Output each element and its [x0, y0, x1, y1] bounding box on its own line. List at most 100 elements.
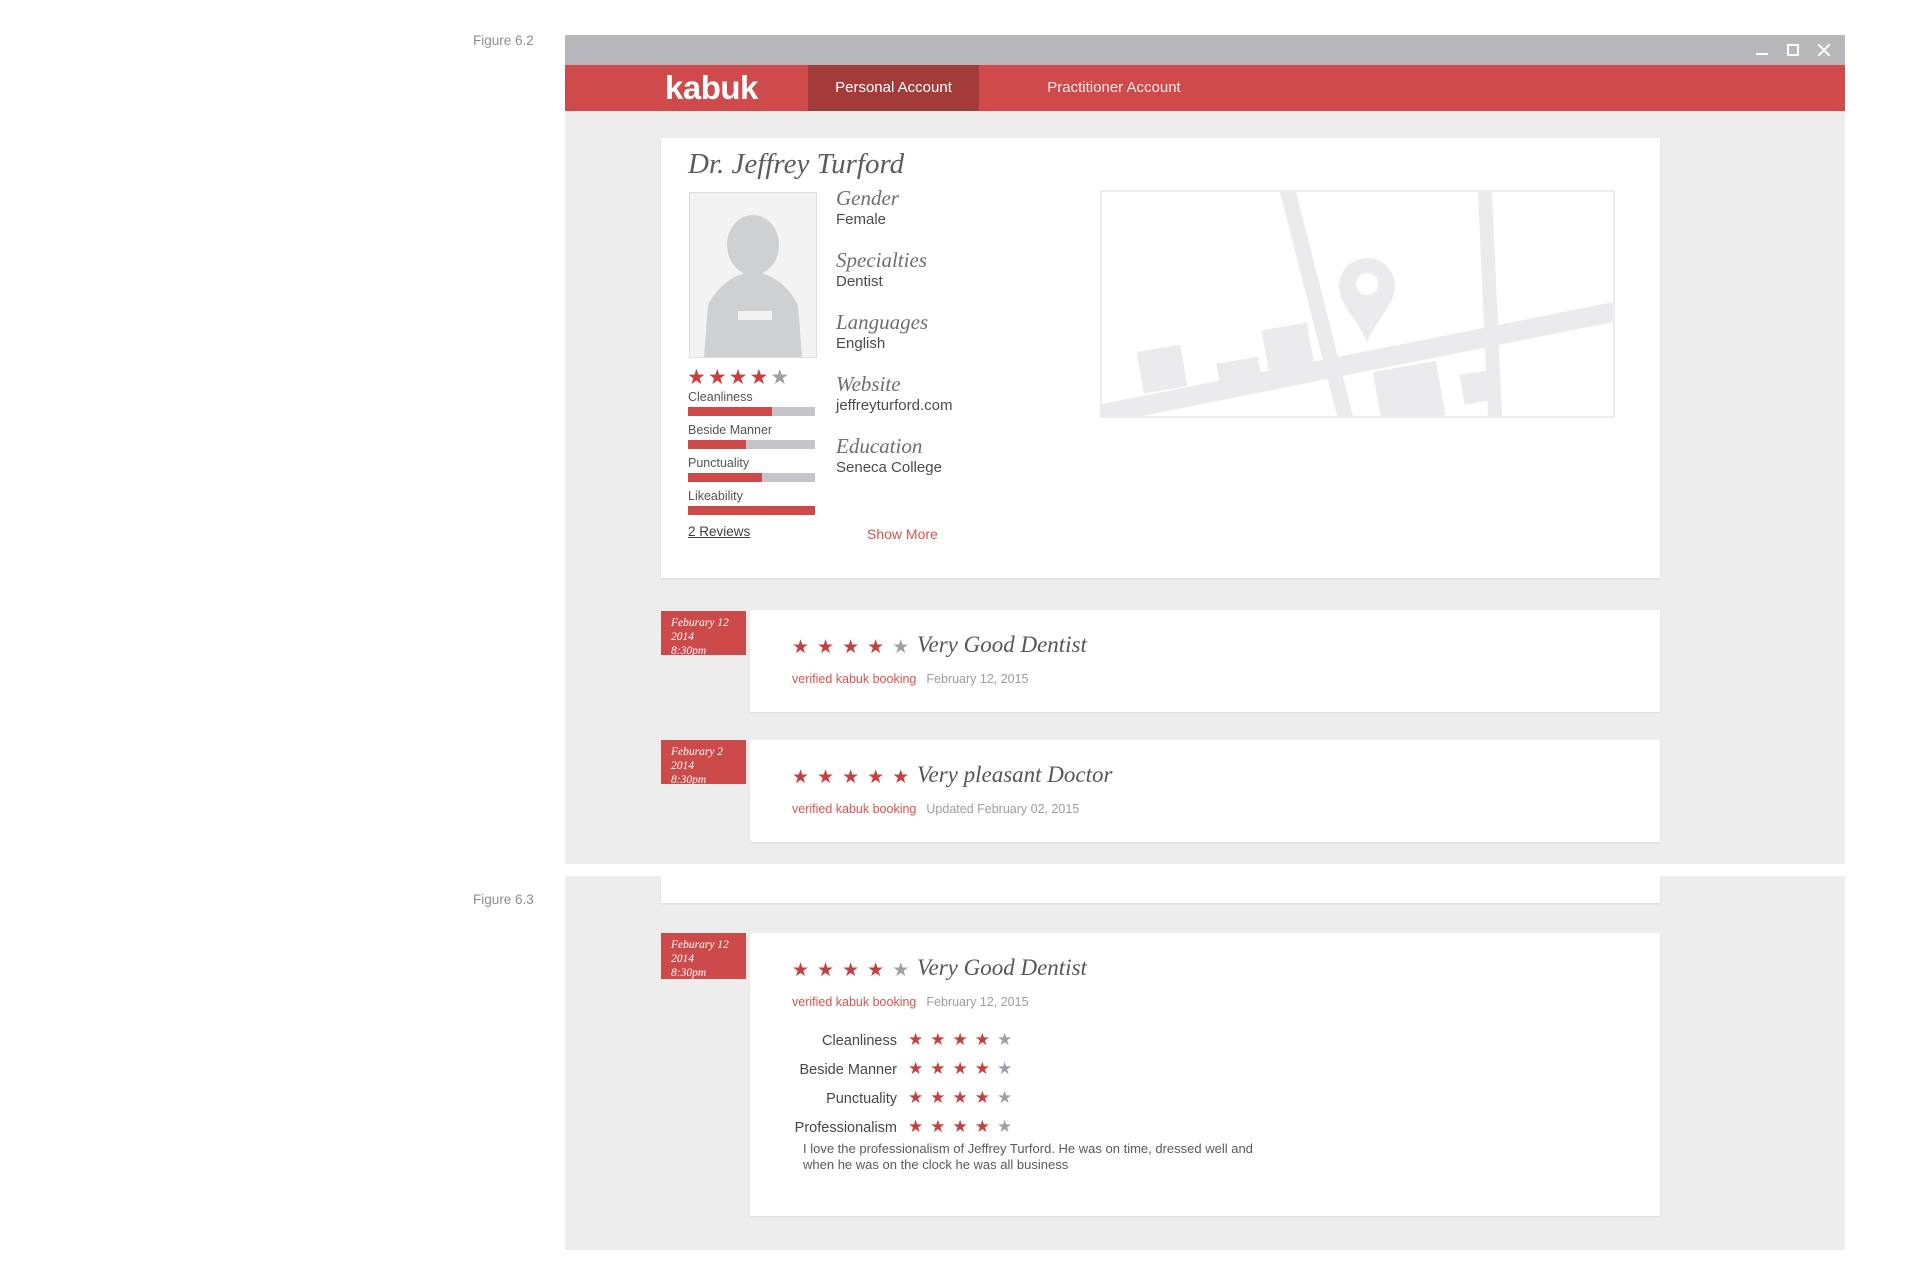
maximize-icon[interactable]	[1786, 43, 1800, 57]
star-filled-icon: ★	[867, 766, 893, 788]
overall-rating-stars: ★★★★★	[687, 365, 791, 389]
badge-line: 8:30pm	[671, 967, 707, 979]
rating-bar-row: Punctuality	[688, 456, 816, 489]
profile-card: Dr. Jeffrey Turford ★★★★★ Cleanliness Bes…	[661, 138, 1660, 578]
review-date: February 12, 2015	[926, 995, 1029, 1009]
window-controls	[1755, 35, 1831, 65]
star-empty-icon: ★	[770, 365, 792, 389]
badge-line: 2014	[671, 953, 694, 965]
rating-bars: Cleanliness Beside Manner Punctuality Likea…	[688, 390, 816, 522]
star-filled-icon: ★	[952, 1030, 975, 1050]
profile-details: Gender Female Specialties Dentist Languages E…	[836, 186, 1086, 496]
reviews-count-link[interactable]: 2 Reviews	[688, 524, 751, 539]
subratings: Cleanliness ★★★★★ Beside Manner ★★★★★ Punctu…	[750, 1026, 1660, 1142]
scrolled-card-sliver	[661, 876, 1660, 903]
show-more-link[interactable]: Show More	[867, 526, 938, 542]
star-filled-icon: ★	[930, 1117, 953, 1137]
review-stars: ★★★★★	[792, 636, 917, 658]
verified-booking-label: verified kabuk booking	[792, 995, 917, 1009]
rating-bar-label: Punctuality	[688, 456, 750, 470]
detail-label: Website	[836, 372, 901, 396]
star-filled-icon: ★	[842, 766, 868, 788]
tab-personal-account[interactable]: Personal Account	[808, 65, 979, 111]
star-filled-icon: ★	[892, 766, 918, 788]
detail-value: Female	[836, 211, 887, 228]
map-placeholder[interactable]	[1100, 190, 1615, 427]
star-filled-icon: ★	[974, 1117, 997, 1137]
person-silhouette-icon	[704, 215, 802, 357]
subrating-stars: ★★★★★	[908, 1090, 1019, 1107]
subrating-label: Cleanliness	[822, 1032, 897, 1049]
star-empty-icon: ★	[997, 1030, 1020, 1050]
star-filled-icon: ★	[817, 959, 843, 981]
verified-booking-label: verified kabuk booking	[792, 672, 917, 686]
badge-line: 8:30pm	[671, 645, 707, 657]
rating-bar-track	[688, 440, 815, 449]
close-icon[interactable]	[1817, 43, 1831, 57]
star-filled-icon: ★	[867, 959, 893, 981]
subrating-row: Punctuality ★★★★★	[750, 1084, 1660, 1113]
subrating-stars: ★★★★★	[908, 1061, 1019, 1078]
star-filled-icon: ★	[842, 959, 868, 981]
badge-line: Feburary 12	[671, 939, 729, 951]
star-filled-icon: ★	[908, 1059, 931, 1079]
verified-booking-label: verified kabuk booking	[792, 802, 917, 816]
figure-6-3-label: Figure 6.3	[473, 892, 534, 907]
subrating-row: Beside Manner ★★★★★	[750, 1055, 1660, 1084]
expanded-review-card[interactable]: ★★★★★ Very Good Dentist verified kabuk b…	[750, 933, 1660, 1216]
review-title: Very pleasant Doctor	[917, 762, 1113, 787]
review-card[interactable]: ★★★★★ Very Good Dentist verified kabuk b…	[750, 610, 1660, 712]
subrating-label: Punctuality	[826, 1090, 897, 1107]
star-filled-icon: ★	[974, 1059, 997, 1079]
rating-bar-fill	[688, 473, 762, 482]
subrating-stars: ★★★★★	[908, 1119, 1019, 1136]
review-meta: verified kabuk booking Updated February …	[792, 802, 1079, 816]
rating-bar-label: Likeability	[688, 489, 743, 503]
tab-practitioner-account[interactable]: Practitioner Account	[1047, 79, 1181, 96]
subrating-label: Professionalism	[794, 1119, 897, 1136]
badge-line: Feburary 2	[671, 746, 724, 758]
star-filled-icon: ★	[908, 1088, 931, 1108]
badge-line: Feburary 12	[671, 617, 729, 629]
rating-bar-label: Beside Manner	[688, 423, 773, 437]
rating-bar-row: Likeability	[688, 489, 816, 522]
badge-line: 2014	[671, 760, 694, 772]
star-filled-icon: ★	[908, 1030, 931, 1050]
minimize-icon[interactable]	[1755, 43, 1769, 57]
star-filled-icon: ★	[974, 1088, 997, 1108]
detail-value: jeffreyturford.com	[836, 397, 953, 414]
rating-bar-track	[688, 506, 815, 515]
window-titlebar	[565, 35, 1845, 65]
rating-bar-row: Beside Manner	[688, 423, 816, 456]
star-filled-icon: ★	[817, 766, 843, 788]
star-filled-icon: ★	[707, 365, 729, 389]
star-empty-icon: ★	[892, 636, 918, 658]
badge-line: 8:30pm	[671, 774, 707, 786]
detail-label: Languages	[836, 310, 929, 334]
detail-value: Seneca College	[836, 459, 942, 476]
map-graphic	[1102, 192, 1613, 427]
detail-label: Specialties	[836, 248, 927, 272]
subrating-label: Beside Manner	[799, 1061, 897, 1078]
review-meta: verified kabuk booking February 12, 2015	[792, 672, 1029, 686]
review-meta: verified kabuk booking February 12, 2015	[792, 995, 1029, 1009]
review-card[interactable]: ★★★★★ Very pleasant Doctor verified kabu…	[750, 740, 1660, 842]
map-pin-icon	[1339, 258, 1395, 342]
review-date-badge: Feburary 2 2014 8:30pm	[661, 740, 746, 786]
rating-bar-track	[688, 407, 815, 416]
rating-bar-fill	[688, 407, 772, 416]
kabuk-logo[interactable]: kabuk	[665, 69, 758, 106]
nav-bar: kabuk Personal Account Practitioner Acco…	[565, 65, 1845, 111]
star-empty-icon: ★	[997, 1059, 1020, 1079]
star-filled-icon: ★	[728, 365, 750, 389]
star-empty-icon: ★	[892, 959, 918, 981]
review-stars: ★★★★★	[792, 766, 917, 788]
star-filled-icon: ★	[952, 1117, 975, 1137]
profile-name: Dr. Jeffrey Turford	[688, 148, 905, 180]
review-stars: ★★★★★	[792, 959, 917, 981]
subrating-row: Professionalism ★★★★★	[750, 1113, 1660, 1142]
detail-value: English	[836, 335, 886, 352]
rating-bar-fill	[688, 506, 815, 515]
review-date-badge: Feburary 12 2014 8:30pm	[661, 611, 746, 657]
